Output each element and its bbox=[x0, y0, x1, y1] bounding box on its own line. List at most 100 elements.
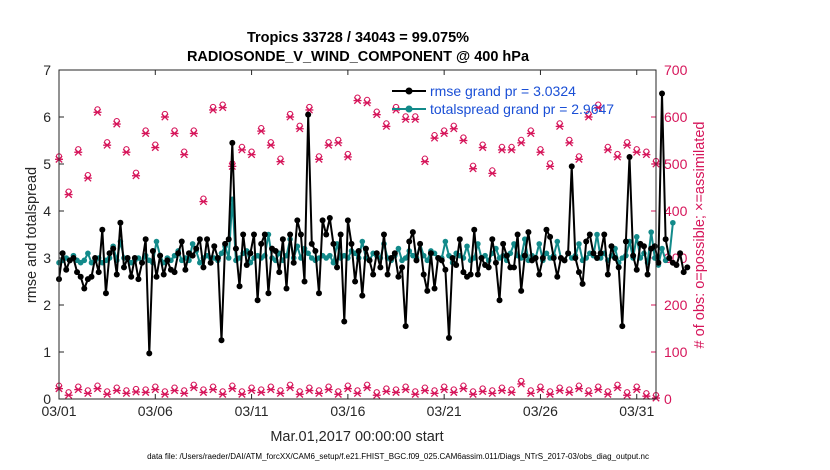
rmse-point bbox=[640, 243, 647, 250]
rmse-point bbox=[70, 255, 77, 261]
rmse-point bbox=[449, 255, 456, 261]
rmse-point bbox=[413, 257, 420, 264]
obs-assimilated-marker bbox=[180, 150, 189, 159]
obs-assimilated-marker bbox=[565, 388, 574, 397]
obs-assimilated-marker bbox=[613, 384, 622, 392]
totalspread-point bbox=[536, 241, 543, 247]
y-tick-label: 0 bbox=[43, 391, 51, 407]
rmse-point bbox=[539, 255, 546, 261]
obs-assimilated-marker bbox=[382, 387, 391, 396]
obs-assimilated-marker bbox=[507, 388, 516, 397]
chart-title: Tropics 33728 / 34043 = 99.075% bbox=[247, 30, 469, 46]
rmse-point bbox=[583, 238, 590, 245]
obs-assimilated-marker bbox=[363, 384, 372, 392]
obs-assimilated-marker bbox=[420, 157, 429, 166]
obs-assimilated-marker bbox=[411, 115, 420, 124]
obs-assimilated-marker bbox=[565, 139, 574, 147]
obs-assimilated-marker bbox=[237, 390, 246, 398]
rmse-point bbox=[655, 259, 662, 266]
rmse-point bbox=[597, 250, 604, 257]
obs-assimilated-marker bbox=[276, 157, 285, 166]
rmse-point bbox=[279, 236, 286, 243]
rmse-point bbox=[395, 273, 402, 280]
obs-assimilated-marker bbox=[93, 108, 102, 116]
rmse-point bbox=[142, 236, 149, 243]
obs-assimilated-marker bbox=[314, 155, 323, 163]
obs-assimilated-marker bbox=[469, 390, 478, 398]
obs-assimilated-marker bbox=[74, 148, 83, 156]
rmse-point bbox=[323, 231, 330, 238]
rmse-point bbox=[319, 217, 326, 224]
obs-assimilated-marker bbox=[286, 384, 295, 392]
y-tick-label: 1 bbox=[43, 344, 51, 360]
x-axis-ticks: 03/01 03/06 03/11 03/16 03/21 03/26 03/31 bbox=[41, 70, 654, 419]
rmse-point bbox=[261, 231, 268, 238]
rmse-point bbox=[326, 215, 333, 222]
obs-assimilated-marker bbox=[478, 143, 487, 152]
rmse-point bbox=[492, 259, 499, 266]
totalspread-point bbox=[424, 257, 431, 264]
y-right-tick-label: 600 bbox=[664, 109, 688, 125]
rmse-point bbox=[171, 269, 178, 276]
obs-assimilated-marker bbox=[420, 386, 429, 395]
obs-assimilated-marker bbox=[93, 385, 102, 393]
rmse-point bbox=[420, 271, 427, 278]
totalspread-point bbox=[225, 255, 232, 261]
left-y-axis-ticks: 0 1 2 3 4 5 6 7 bbox=[43, 62, 64, 407]
rmse-point bbox=[666, 255, 673, 261]
obs-assimilated-marker bbox=[160, 113, 169, 121]
obs-assimilated-marker bbox=[488, 389, 497, 398]
rmse-point bbox=[662, 236, 669, 243]
obs-assimilated-marker bbox=[247, 150, 256, 159]
rmse-point bbox=[554, 273, 561, 280]
obs-assimilated-marker bbox=[141, 388, 150, 397]
rmse-point bbox=[120, 264, 127, 271]
obs-assimilated-marker bbox=[132, 388, 141, 396]
obs-assimilated-marker bbox=[122, 148, 131, 156]
rmse-point bbox=[561, 257, 568, 264]
totalspread-point bbox=[543, 250, 550, 257]
rmse-point bbox=[341, 318, 348, 325]
totalspread-point bbox=[576, 241, 582, 247]
rmse-point bbox=[594, 255, 601, 261]
rmse-point bbox=[312, 247, 319, 254]
rmse-point bbox=[330, 240, 337, 247]
rmse-point bbox=[193, 245, 200, 252]
rmse-point bbox=[532, 255, 539, 261]
rmse-point bbox=[521, 252, 528, 259]
obs-assimilated-marker bbox=[623, 141, 632, 149]
obs-assimilated-marker bbox=[353, 389, 362, 398]
plot-frame bbox=[58, 69, 657, 400]
obs-assimilated-marker bbox=[334, 139, 343, 147]
obs-assimilated-marker bbox=[324, 141, 333, 149]
rmse-point bbox=[297, 231, 304, 238]
obs-assimilated-marker bbox=[555, 386, 564, 395]
rmse-point bbox=[265, 290, 272, 297]
rmse-point bbox=[431, 285, 438, 292]
obs-assimilated-marker bbox=[469, 165, 478, 173]
rmse-point bbox=[196, 236, 203, 243]
x-tick-label: 03/06 bbox=[138, 403, 173, 419]
rmse-point bbox=[63, 266, 70, 273]
rmse-point bbox=[417, 240, 424, 247]
obs-assimilated-marker bbox=[170, 129, 179, 138]
totalspread-point bbox=[659, 245, 665, 252]
y-tick-label: 4 bbox=[43, 203, 51, 219]
obs-assimilated-marker bbox=[257, 127, 266, 135]
obs-assimilated-marker bbox=[141, 129, 150, 138]
obs-assimilated-marker bbox=[257, 388, 266, 397]
data-file-footnote: data file: /Users/raeder/DAI/ATM_forcXX/… bbox=[147, 452, 649, 461]
y-tick-label: 2 bbox=[43, 297, 51, 313]
obs-assimilated-marker bbox=[401, 385, 410, 394]
legend-rmse-marker bbox=[405, 87, 413, 95]
obs-assimilated-marker bbox=[199, 197, 208, 206]
rmse-point bbox=[651, 243, 658, 250]
rmse-point bbox=[568, 163, 575, 170]
obs-assimilated-marker bbox=[372, 110, 381, 119]
obs-assimilated-marker bbox=[295, 390, 304, 398]
totalspread-point bbox=[464, 243, 470, 250]
obs-assimilated-marker bbox=[594, 103, 603, 112]
rmse-point bbox=[287, 231, 294, 238]
rmse-point bbox=[110, 245, 117, 252]
